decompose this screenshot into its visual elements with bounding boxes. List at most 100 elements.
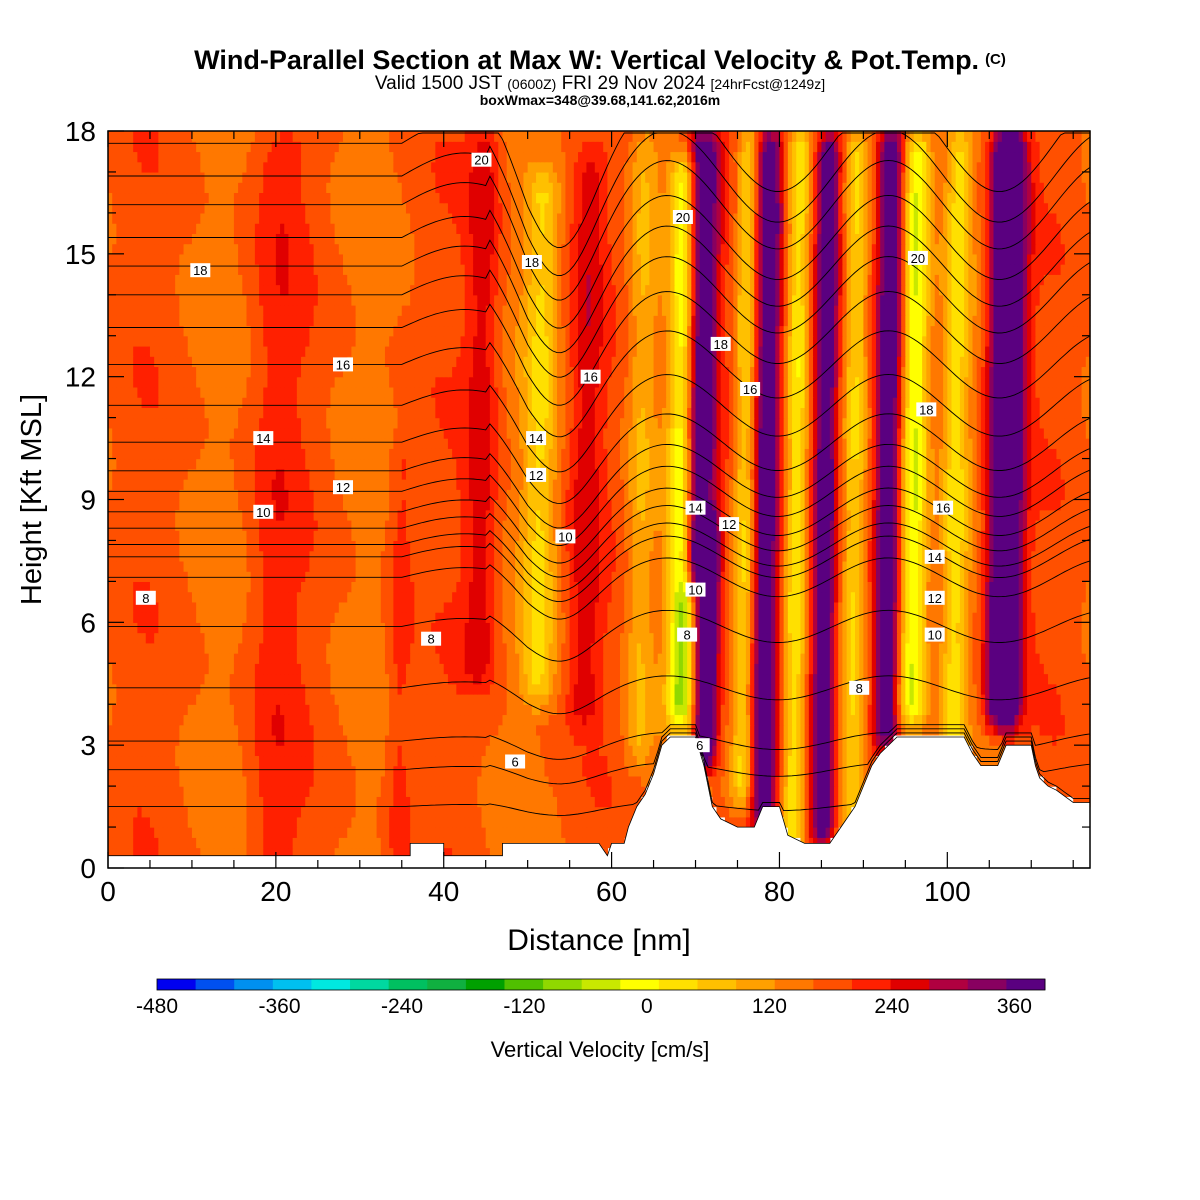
w-cell <box>527 745 533 757</box>
w-cell <box>170 765 176 777</box>
w-cell <box>170 642 176 654</box>
w-cell <box>326 816 332 828</box>
w-cell <box>246 632 252 644</box>
w-cell <box>271 755 277 767</box>
w-cell <box>972 632 978 644</box>
w-cell <box>892 663 898 675</box>
w-cell <box>548 775 554 787</box>
w-cell <box>531 827 537 838</box>
w-cell <box>187 632 193 644</box>
w-cell <box>405 673 411 685</box>
w-cell <box>191 775 197 787</box>
w-cell <box>397 714 403 726</box>
w-cell <box>456 765 462 777</box>
w-cell <box>972 653 978 664</box>
w-cell <box>1069 734 1074 746</box>
w-cell <box>1035 642 1041 654</box>
w-cell <box>750 693 755 705</box>
w-cell <box>443 745 449 757</box>
w-cell <box>594 765 600 777</box>
w-cell <box>1027 612 1032 623</box>
w-cell <box>624 734 629 746</box>
w-cell <box>133 683 138 695</box>
w-cell <box>447 724 453 736</box>
w-cell <box>976 755 982 767</box>
w-cell <box>1014 673 1020 685</box>
w-cell <box>137 601 143 613</box>
w-cell <box>288 796 294 808</box>
w-cell <box>880 612 885 623</box>
w-cell <box>523 724 529 736</box>
w-cell <box>640 663 646 675</box>
w-cell <box>296 734 302 746</box>
w-cell <box>716 653 722 664</box>
w-cell <box>225 837 231 849</box>
w-cell <box>175 632 180 644</box>
w-cell <box>351 632 357 644</box>
w-cell <box>238 806 243 818</box>
w-cell <box>133 847 138 859</box>
w-cell <box>355 663 361 675</box>
w-cell <box>1048 673 1053 685</box>
w-cell <box>418 765 424 777</box>
w-cell <box>343 632 348 644</box>
w-cell <box>397 663 403 675</box>
w-cell <box>280 673 285 685</box>
w-cell <box>116 673 122 685</box>
w-cell <box>347 806 353 818</box>
w-cell <box>578 796 583 808</box>
w-cell <box>116 683 122 695</box>
w-cell <box>787 755 793 767</box>
w-cell <box>607 796 613 808</box>
w-cell <box>829 806 835 818</box>
w-cell <box>943 601 948 613</box>
w-cell <box>439 816 445 828</box>
w-cell <box>397 632 403 644</box>
w-cell <box>418 827 424 838</box>
w-cell <box>271 714 277 726</box>
w-cell <box>1027 724 1032 736</box>
w-cell <box>108 786 113 797</box>
w-cell <box>1060 612 1066 623</box>
w-cell <box>1052 745 1058 757</box>
w-cell <box>989 745 995 757</box>
w-cell <box>275 612 281 623</box>
w-cell <box>548 796 554 808</box>
w-cell <box>615 693 621 705</box>
w-cell <box>397 775 403 787</box>
w-cell <box>1014 714 1020 726</box>
w-cell <box>225 663 231 675</box>
w-cell <box>783 745 789 757</box>
w-cell <box>489 827 495 838</box>
w-cell <box>410 601 415 613</box>
w-cell <box>158 714 164 726</box>
w-cell <box>1069 673 1074 685</box>
w-cell <box>389 724 394 736</box>
w-cell <box>1069 683 1074 695</box>
w-cell <box>863 734 869 746</box>
w-cell <box>263 755 269 767</box>
w-cell <box>175 673 180 685</box>
w-cell <box>166 704 172 716</box>
w-cell <box>607 704 613 716</box>
w-cell <box>384 786 390 797</box>
w-cell <box>481 683 487 695</box>
w-cell <box>296 622 302 634</box>
w-cell <box>1056 653 1062 664</box>
w-cell <box>917 632 923 644</box>
w-cell <box>128 693 134 705</box>
w-cell <box>628 775 634 787</box>
w-cell <box>347 847 353 859</box>
w-cell <box>573 642 579 654</box>
w-cell <box>414 775 420 787</box>
w-cell <box>599 827 604 838</box>
w-cell <box>976 704 982 716</box>
w-cell <box>355 816 361 828</box>
w-cell <box>590 673 596 685</box>
w-cell <box>1060 683 1066 695</box>
w-cell <box>561 755 567 767</box>
w-cell <box>544 796 550 808</box>
w-cell <box>372 673 378 685</box>
w-cell <box>145 653 151 664</box>
